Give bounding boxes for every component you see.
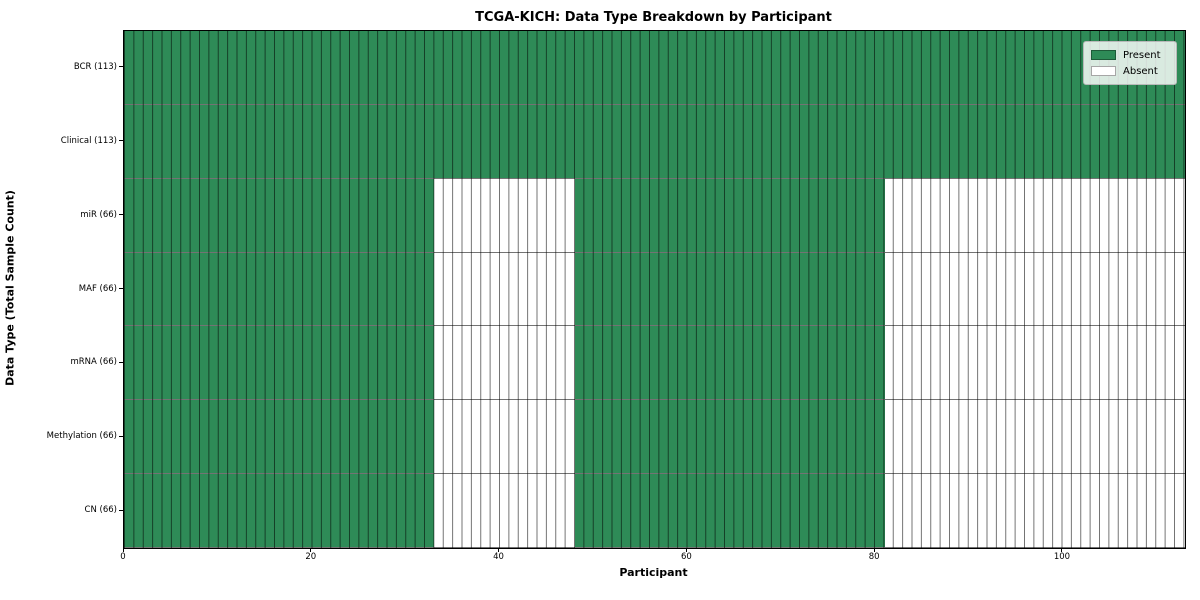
heatmap-segment-present xyxy=(124,400,434,474)
heatmap-segment-present xyxy=(574,178,885,252)
plot-area xyxy=(123,30,1186,549)
x-axis-label: Participant xyxy=(619,566,688,579)
heatmap-segment-absent xyxy=(433,326,575,400)
y-tick-label: MAF (66) xyxy=(78,283,117,294)
heatmap-segment-present xyxy=(124,178,434,252)
heatmap-row xyxy=(124,31,1185,105)
y-tick-label: Methylation (66) xyxy=(46,431,117,442)
y-tick-label: Clinical (113) xyxy=(60,135,117,146)
legend-swatch-present-icon xyxy=(1091,50,1116,60)
y-tick-mark xyxy=(119,435,123,437)
x-tick-label: 60 xyxy=(680,552,692,562)
y-axis-label: Data Type (Total Sample Count) xyxy=(3,190,17,386)
y-tick-label: mRNA (66) xyxy=(70,357,117,368)
y-tick-mark xyxy=(119,361,123,363)
legend-item-absent: Absent xyxy=(1091,63,1169,79)
x-tick-mark xyxy=(1061,548,1063,552)
y-tick-mark xyxy=(119,140,123,142)
heatmap-segment-absent xyxy=(433,178,575,252)
heatmap-segment-present xyxy=(124,474,434,548)
x-tick-mark xyxy=(498,548,500,552)
heatmap-segment-present xyxy=(574,474,885,548)
chart-title: TCGA-KICH: Data Type Breakdown by Partic… xyxy=(475,10,832,25)
heatmap-segment-present xyxy=(574,326,885,400)
heatmap-segment-present xyxy=(124,31,1185,104)
heatmap-segment-absent xyxy=(433,474,575,548)
heatmap-segment-present xyxy=(574,400,885,474)
heatmap-segment-absent xyxy=(884,178,1185,252)
heatmap-segment-absent xyxy=(884,400,1185,474)
y-tick-label: BCR (113) xyxy=(73,61,117,72)
heatmap-segment-absent xyxy=(433,400,575,474)
x-tick-label: 100 xyxy=(1053,552,1071,562)
y-tick-mark xyxy=(119,214,123,216)
heatmap-segment-present xyxy=(124,252,434,326)
heatmap-row xyxy=(124,400,1185,475)
heatmap-row xyxy=(124,178,1185,253)
legend-label-absent: Absent xyxy=(1123,65,1158,77)
legend-item-present: Present xyxy=(1091,47,1169,63)
y-tick-label: CN (66) xyxy=(84,505,117,516)
heatmap-segment-present xyxy=(124,104,1185,178)
y-tick-label: miR (66) xyxy=(80,209,117,220)
x-tick-mark xyxy=(122,548,124,552)
x-tick-mark xyxy=(310,548,312,552)
y-tick-mark xyxy=(119,66,123,68)
heatmap-row xyxy=(124,474,1185,549)
x-tick-label: 40 xyxy=(493,552,504,562)
legend-label-present: Present xyxy=(1123,49,1161,61)
heatmap-segment-absent xyxy=(884,474,1185,548)
legend-swatch-absent-icon xyxy=(1091,66,1116,76)
heatmap-segment-present xyxy=(574,252,885,326)
x-tick-mark xyxy=(685,548,687,552)
heatmap-row xyxy=(124,326,1185,401)
x-tick-mark xyxy=(873,548,875,552)
heatmap-segment-absent xyxy=(884,326,1185,400)
x-tick-label: 0 xyxy=(120,552,126,562)
legend: Present Absent xyxy=(1083,41,1177,85)
heatmap-segment-present xyxy=(124,326,434,400)
y-tick-mark xyxy=(119,509,123,511)
heatmap-row xyxy=(124,104,1185,179)
heatmap-segment-absent xyxy=(884,252,1185,326)
heatmap-segment-absent xyxy=(433,252,575,326)
y-tick-mark xyxy=(119,288,123,289)
heatmap-row xyxy=(124,252,1185,327)
x-tick-label: 80 xyxy=(868,552,880,562)
x-tick-label: 20 xyxy=(305,552,317,562)
